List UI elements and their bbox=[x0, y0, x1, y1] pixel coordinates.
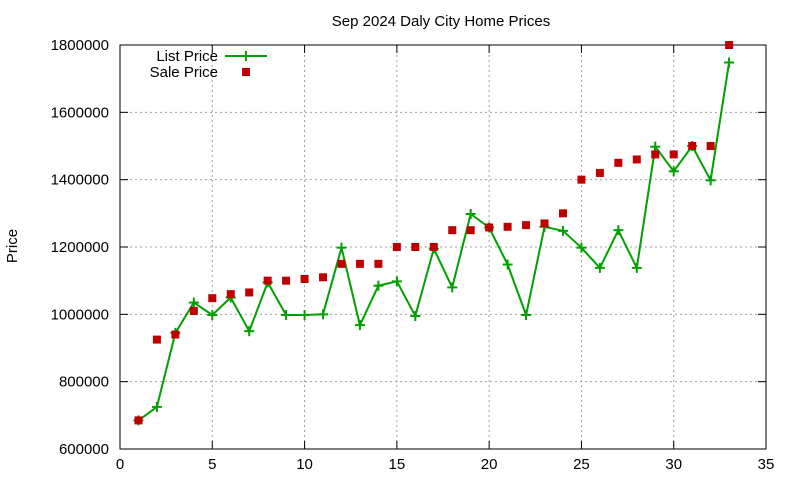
data-point bbox=[354, 320, 365, 331]
data-point bbox=[448, 226, 457, 235]
data-point bbox=[577, 175, 586, 184]
data-point bbox=[208, 294, 217, 303]
data-point bbox=[668, 166, 679, 177]
x-tick-label: 15 bbox=[389, 456, 406, 473]
data-point bbox=[521, 310, 532, 321]
data-point bbox=[522, 221, 531, 230]
data-point bbox=[447, 282, 458, 293]
data-point bbox=[466, 226, 475, 235]
data-point bbox=[282, 276, 291, 285]
plot-frame bbox=[119, 44, 767, 450]
plot-border bbox=[119, 44, 767, 450]
legend-marker bbox=[242, 68, 250, 76]
series-list-price bbox=[133, 57, 735, 426]
data-point bbox=[244, 326, 255, 337]
data-point bbox=[669, 150, 678, 159]
data-point bbox=[651, 150, 660, 159]
x-tick-label: 35 bbox=[758, 456, 775, 473]
data-point bbox=[207, 310, 218, 321]
x-tick-label: 25 bbox=[573, 456, 590, 473]
data-point bbox=[594, 262, 605, 273]
x-tick-label: 10 bbox=[296, 456, 313, 473]
data-point bbox=[410, 311, 421, 322]
data-point bbox=[595, 168, 604, 177]
data-point bbox=[557, 225, 568, 236]
data-point bbox=[705, 175, 716, 186]
y-tick-label: 1000000 bbox=[51, 306, 109, 323]
data-point bbox=[300, 274, 309, 283]
data-point bbox=[411, 243, 420, 251]
data-point bbox=[725, 41, 734, 49]
legend-label: List Price bbox=[156, 48, 218, 65]
data-point bbox=[374, 259, 383, 268]
data-point bbox=[373, 280, 384, 291]
data-point bbox=[429, 243, 438, 251]
data-point bbox=[171, 330, 180, 339]
data-point bbox=[631, 262, 642, 273]
data-point bbox=[152, 335, 161, 344]
series-sale-price bbox=[134, 41, 734, 425]
tick-labels: 0 5 10 15 20 25 30 35 600000 800000 1000000 1200000… bbox=[51, 37, 775, 473]
data-point bbox=[613, 225, 624, 236]
data-point bbox=[485, 223, 494, 232]
data-point bbox=[558, 209, 567, 218]
x-tick-label: 30 bbox=[665, 456, 682, 473]
data-point bbox=[281, 310, 292, 321]
y-tick-label: 1200000 bbox=[51, 239, 109, 256]
data-point bbox=[706, 142, 715, 150]
data-point bbox=[650, 141, 661, 152]
x-tick-label: 20 bbox=[481, 456, 498, 473]
data-point bbox=[134, 416, 143, 425]
y-tick-label: 1600000 bbox=[51, 104, 109, 121]
grid-lines bbox=[120, 45, 766, 449]
data-point bbox=[188, 297, 199, 308]
data-point bbox=[299, 310, 310, 321]
series-line bbox=[137, 62, 731, 422]
data-point bbox=[337, 259, 346, 268]
data-point bbox=[688, 142, 697, 150]
data-point bbox=[614, 158, 623, 167]
data-point bbox=[502, 259, 513, 270]
data-point bbox=[245, 288, 254, 297]
data-point bbox=[391, 276, 402, 287]
data-point bbox=[319, 273, 328, 282]
data-point bbox=[318, 309, 329, 320]
legend-label: Sale Price bbox=[150, 64, 218, 81]
data-point bbox=[392, 243, 401, 251]
x-tick-label: 5 bbox=[208, 456, 216, 473]
data-point bbox=[503, 222, 512, 231]
y-tick-label: 800000 bbox=[59, 374, 109, 391]
x-tick-label: 0 bbox=[116, 456, 124, 473]
data-point bbox=[263, 276, 272, 285]
data-point bbox=[632, 155, 641, 164]
data-point bbox=[226, 290, 235, 299]
y-tick-label: 1800000 bbox=[51, 37, 109, 54]
y-tick-label: 1400000 bbox=[51, 172, 109, 189]
legend-marker bbox=[241, 51, 251, 61]
data-point bbox=[189, 306, 198, 315]
y-axis-label: Price bbox=[4, 229, 21, 263]
data-point bbox=[576, 242, 587, 253]
data-point bbox=[540, 219, 549, 228]
data-point bbox=[336, 242, 347, 253]
y-tick-label: 600000 bbox=[59, 441, 109, 458]
data-point bbox=[151, 401, 162, 412]
chart-title: Sep 2024 Daly City Home Prices bbox=[332, 13, 550, 30]
data-point bbox=[724, 57, 735, 68]
data-series bbox=[133, 41, 735, 426]
data-point bbox=[465, 209, 476, 220]
data-point bbox=[355, 259, 364, 268]
